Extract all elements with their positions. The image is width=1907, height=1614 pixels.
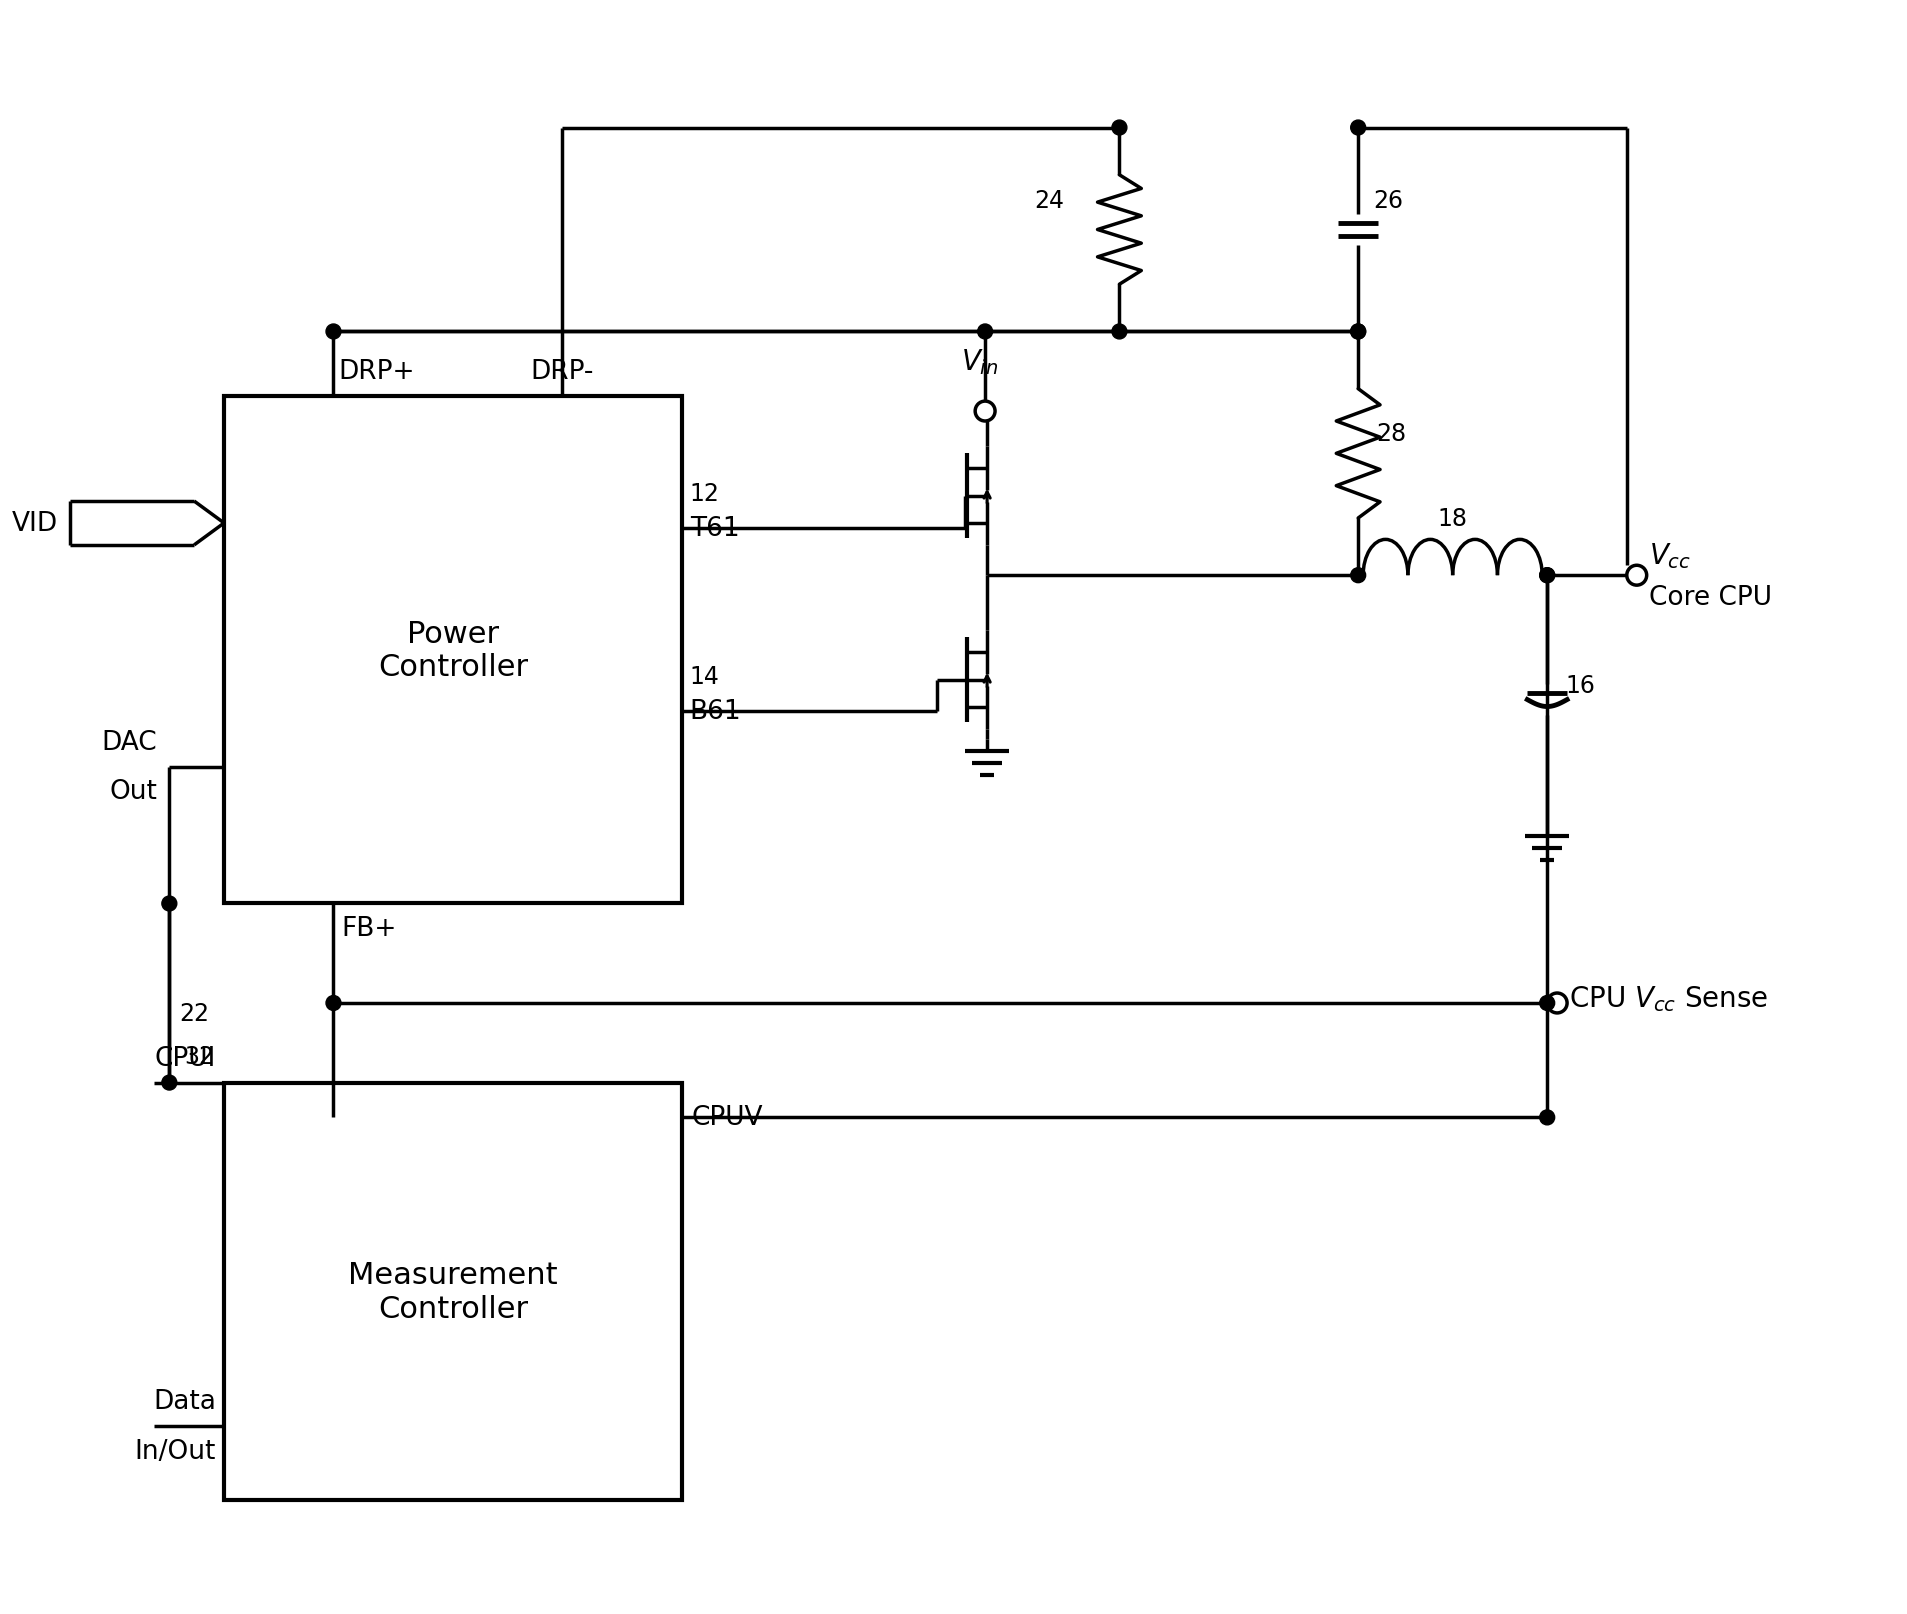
Text: FB+: FB+ bbox=[341, 915, 397, 943]
Circle shape bbox=[326, 324, 341, 339]
Text: $V_{in}$: $V_{in}$ bbox=[961, 347, 999, 378]
Text: 16: 16 bbox=[1566, 673, 1594, 697]
Circle shape bbox=[162, 1075, 177, 1091]
Text: 32: 32 bbox=[185, 1044, 214, 1068]
Text: DAC: DAC bbox=[101, 730, 158, 755]
Text: CPUI: CPUI bbox=[154, 1044, 215, 1072]
Text: Measurement
Controller: Measurement Controller bbox=[349, 1261, 557, 1323]
Text: 14: 14 bbox=[690, 665, 719, 689]
Circle shape bbox=[1112, 121, 1127, 136]
Text: Out: Out bbox=[109, 780, 158, 805]
Text: CPU $V_{cc}$ Sense: CPU $V_{cc}$ Sense bbox=[1569, 983, 1768, 1014]
Text: 28: 28 bbox=[1377, 423, 1405, 445]
Text: B61: B61 bbox=[690, 699, 742, 725]
Text: 22: 22 bbox=[179, 1001, 210, 1025]
Text: 24: 24 bbox=[1036, 189, 1064, 213]
Bar bbox=[223, 1083, 681, 1501]
Text: CPUV: CPUV bbox=[692, 1104, 763, 1131]
Bar bbox=[223, 397, 681, 904]
Text: T61: T61 bbox=[690, 516, 740, 542]
Circle shape bbox=[1350, 324, 1365, 339]
Circle shape bbox=[978, 324, 992, 339]
Circle shape bbox=[1350, 121, 1365, 136]
Circle shape bbox=[162, 896, 177, 912]
Circle shape bbox=[1539, 568, 1554, 583]
Text: DRP+: DRP+ bbox=[338, 358, 416, 386]
Text: Power
Controller: Power Controller bbox=[378, 620, 528, 681]
Text: DRP-: DRP- bbox=[530, 358, 593, 386]
Circle shape bbox=[1539, 568, 1554, 583]
Text: In/Out: In/Out bbox=[135, 1438, 215, 1464]
Text: 18: 18 bbox=[1438, 507, 1468, 531]
Text: Core CPU: Core CPU bbox=[1650, 584, 1772, 610]
Circle shape bbox=[326, 996, 341, 1010]
Text: VID: VID bbox=[11, 510, 57, 536]
Text: 26: 26 bbox=[1373, 189, 1404, 213]
Text: $V_{cc}$: $V_{cc}$ bbox=[1650, 541, 1692, 571]
Circle shape bbox=[1350, 568, 1365, 583]
Circle shape bbox=[1539, 1110, 1554, 1125]
Text: 12: 12 bbox=[690, 483, 719, 505]
Circle shape bbox=[1112, 324, 1127, 339]
Circle shape bbox=[1350, 324, 1365, 339]
Text: Data: Data bbox=[153, 1388, 215, 1414]
Circle shape bbox=[1539, 996, 1554, 1010]
